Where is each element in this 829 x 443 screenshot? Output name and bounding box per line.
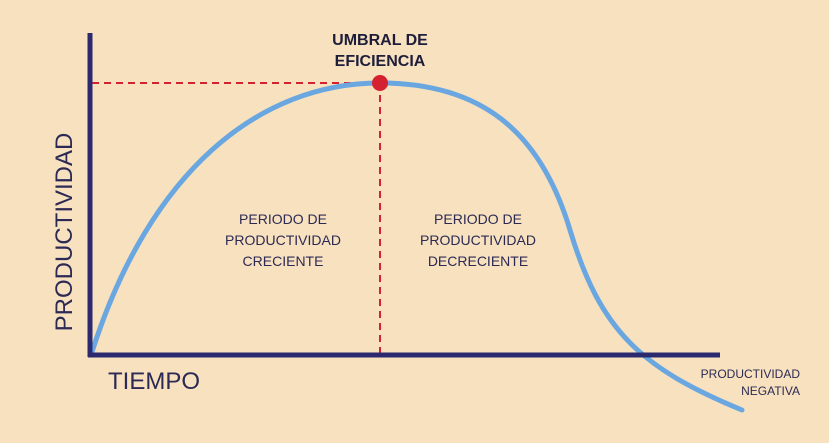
negative-productivity-label: PRODUCTIVIDAD NEGATIVA [701,366,800,400]
productivity-curve [89,80,745,413]
y-axis-label: PRODUCTIVIDAD [51,132,78,332]
declining-label-line2: PRODUCTIVIDAD [420,232,536,248]
declining-label-line3: DECRECIENTE [427,253,529,269]
threshold-label: UMBRAL DE EFICIENCIA [290,30,470,72]
growing-label-line1: PERIODO DE [239,211,327,227]
growing-period-label: PERIODO DE PRODUCTIVIDAD CRECIENTE [198,209,368,272]
threshold-point [372,75,388,91]
threshold-label-line2: EFICIENCIA [334,53,426,70]
threshold-label-line1: UMBRAL DE [332,32,428,49]
negative-label-line1: PRODUCTIVIDAD [700,367,800,381]
declining-period-label: PERIODO DE PRODUCTIVIDAD DECRECIENTE [393,209,563,272]
growing-label-line2: PRODUCTIVIDAD [225,232,341,248]
negative-label-line2: NEGATIVA [741,384,800,398]
growing-label-line3: CRECIENTE [242,253,324,269]
x-axis-label: TIEMPO [108,368,201,395]
declining-label-line1: PERIODO DE [434,211,522,227]
